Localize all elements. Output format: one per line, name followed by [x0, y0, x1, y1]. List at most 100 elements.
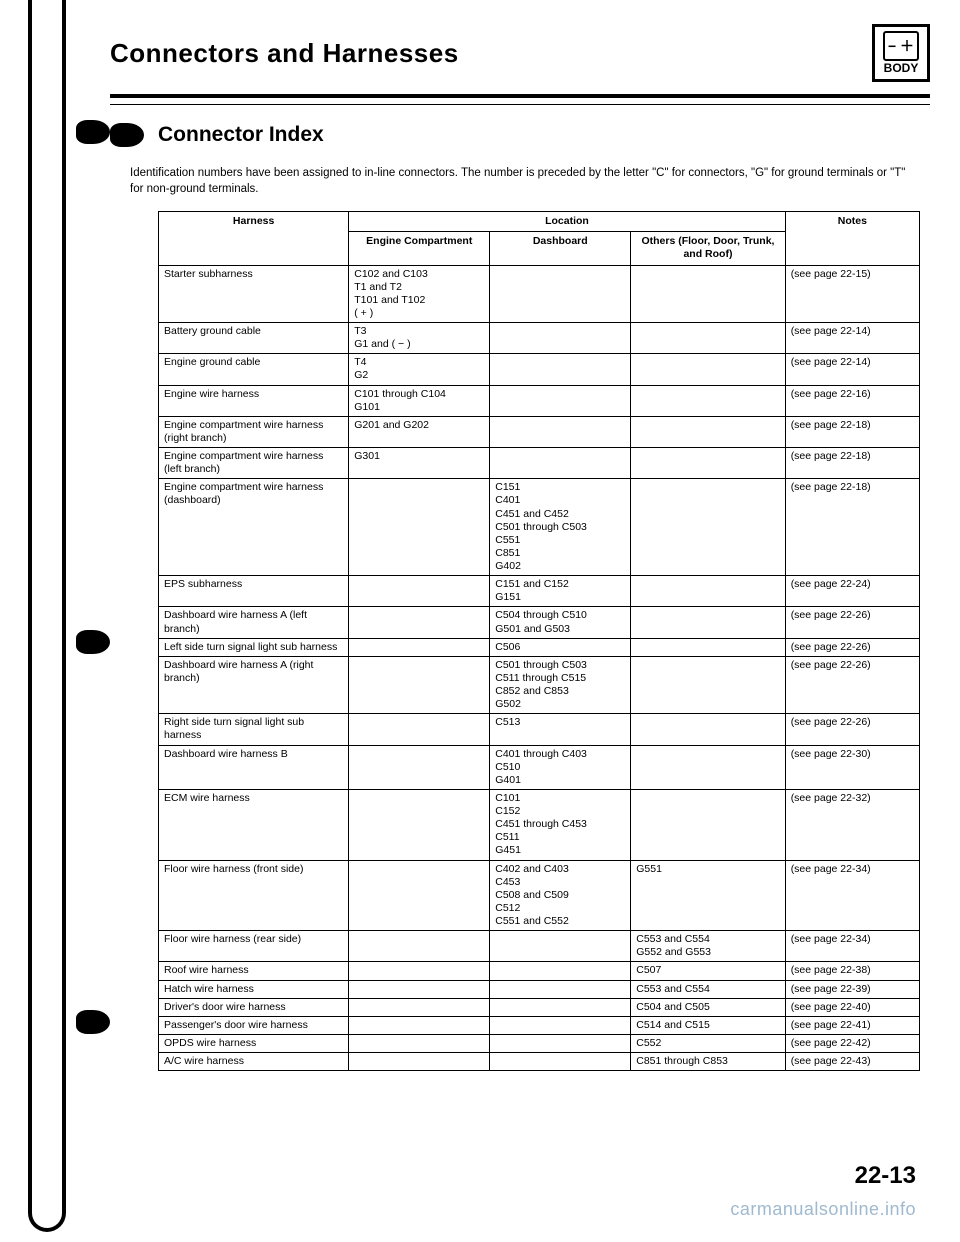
table-cell: (see page 22-18) [785, 416, 919, 447]
table-cell [631, 656, 785, 714]
table-cell [349, 789, 490, 860]
table-cell [349, 998, 490, 1016]
table-cell: C101 through C104 G101 [349, 385, 490, 416]
table-cell: C513 [490, 714, 631, 745]
table-cell: (see page 22-14) [785, 354, 919, 385]
table-cell [349, 1016, 490, 1034]
table-row: ECM wire harnessC101 C152 C451 through C… [159, 789, 920, 860]
th-location: Location [349, 212, 785, 232]
table-row: Engine compartment wire harness (right b… [159, 416, 920, 447]
table-cell [349, 576, 490, 607]
table-cell: G551 [631, 860, 785, 931]
table-cell: T3 G1 and ( − ) [349, 323, 490, 354]
table-cell: Engine ground cable [159, 354, 349, 385]
table-cell: (see page 22-43) [785, 1053, 919, 1071]
table-cell [631, 323, 785, 354]
table-row: Right side turn signal light sub harness… [159, 714, 920, 745]
table-row: EPS subharnessC151 and C152 G151(see pag… [159, 576, 920, 607]
table-row: Hatch wire harnessC553 and C554(see page… [159, 980, 920, 998]
table-cell: G201 and G202 [349, 416, 490, 447]
table-cell: Starter subharness [159, 265, 349, 323]
table-cell [349, 714, 490, 745]
table-cell: C501 through C503 C511 through C515 C852… [490, 656, 631, 714]
table-cell [490, 931, 631, 962]
table-cell [631, 789, 785, 860]
table-row: Starter subharnessC102 and C103 T1 and T… [159, 265, 920, 323]
table-cell: (see page 22-40) [785, 998, 919, 1016]
table-cell: C507 [631, 962, 785, 980]
table-cell: Dashboard wire harness A (right branch) [159, 656, 349, 714]
table-cell [349, 931, 490, 962]
table-cell: C553 and C554 G552 and G553 [631, 931, 785, 962]
table-row: Engine compartment wire harness (dashboa… [159, 479, 920, 576]
table-row: Battery ground cableT3 G1 and ( − )(see … [159, 323, 920, 354]
table-cell [490, 385, 631, 416]
table-cell: Dashboard wire harness A (left branch) [159, 607, 349, 638]
table-cell: Engine compartment wire harness (dashboa… [159, 479, 349, 576]
table-cell: Driver's door wire harness [159, 998, 349, 1016]
table-cell: (see page 22-18) [785, 448, 919, 479]
table-cell: C514 and C515 [631, 1016, 785, 1034]
table-cell [349, 980, 490, 998]
section-arrow-icon [110, 123, 144, 147]
table-row: OPDS wire harnessC552(see page 22-42) [159, 1034, 920, 1052]
table-cell: (see page 22-26) [785, 638, 919, 656]
table-cell: (see page 22-39) [785, 980, 919, 998]
table-cell [349, 656, 490, 714]
table-cell [631, 576, 785, 607]
table-cell: Engine compartment wire harness (right b… [159, 416, 349, 447]
intro-text: Identification numbers have been assigne… [130, 165, 910, 197]
table-cell [631, 479, 785, 576]
table-cell: Engine compartment wire harness (left br… [159, 448, 349, 479]
th-others: Others (Floor, Door, Trunk, and Roof) [631, 232, 785, 265]
body-badge-label: BODY [884, 61, 919, 75]
table-row: Left side turn signal light sub harnessC… [159, 638, 920, 656]
table-cell: Battery ground cable [159, 323, 349, 354]
section-title: Connector Index [158, 123, 324, 147]
table-cell: EPS subharness [159, 576, 349, 607]
th-notes: Notes [785, 212, 919, 265]
table-cell: (see page 22-34) [785, 860, 919, 931]
table-cell [631, 638, 785, 656]
table-cell: A/C wire harness [159, 1053, 349, 1071]
table-cell [631, 385, 785, 416]
table-cell [349, 860, 490, 931]
table-cell [490, 416, 631, 447]
table-row: Roof wire harness C507(see page 22-38) [159, 962, 920, 980]
rule-thick [110, 94, 930, 98]
table-cell: C851 through C853 [631, 1053, 785, 1071]
table-cell: (see page 22-38) [785, 962, 919, 980]
table-cell [490, 265, 631, 323]
table-cell [490, 998, 631, 1016]
table-row: Engine ground cableT4 G2 (see page 22-14) [159, 354, 920, 385]
table-cell: Floor wire harness (rear side) [159, 931, 349, 962]
table-cell [349, 745, 490, 789]
table-cell: Engine wire harness [159, 385, 349, 416]
table-cell [631, 416, 785, 447]
table-row: Dashboard wire harness BC401 through C40… [159, 745, 920, 789]
table-cell [349, 962, 490, 980]
table-cell: C504 and C505 [631, 998, 785, 1016]
binding-edge [28, 0, 66, 1232]
table-cell [631, 265, 785, 323]
rule-thin [110, 104, 930, 105]
table-cell: Hatch wire harness [159, 980, 349, 998]
table-cell [490, 1016, 631, 1034]
table-cell: C552 [631, 1034, 785, 1052]
table-cell: Roof wire harness [159, 962, 349, 980]
table-cell: (see page 22-30) [785, 745, 919, 789]
table-cell: (see page 22-34) [785, 931, 919, 962]
table-cell [349, 638, 490, 656]
th-harness: Harness [159, 212, 349, 265]
table-cell: (see page 22-32) [785, 789, 919, 860]
connector-table: Harness Location Notes Engine Compartmen… [158, 211, 920, 1071]
th-dashboard: Dashboard [490, 232, 631, 265]
table-cell: T4 G2 [349, 354, 490, 385]
table-cell: (see page 22-24) [785, 576, 919, 607]
table-cell: (see page 22-18) [785, 479, 919, 576]
table-row: Floor wire harness (front side)C402 and … [159, 860, 920, 931]
table-cell: (see page 22-26) [785, 714, 919, 745]
table-cell: C102 and C103 T1 and T2 T101 and T102 ( … [349, 265, 490, 323]
table-row: A/C wire harness C851 through C853(see pa… [159, 1053, 920, 1071]
body-badge-icon: − ＋ [883, 31, 919, 61]
